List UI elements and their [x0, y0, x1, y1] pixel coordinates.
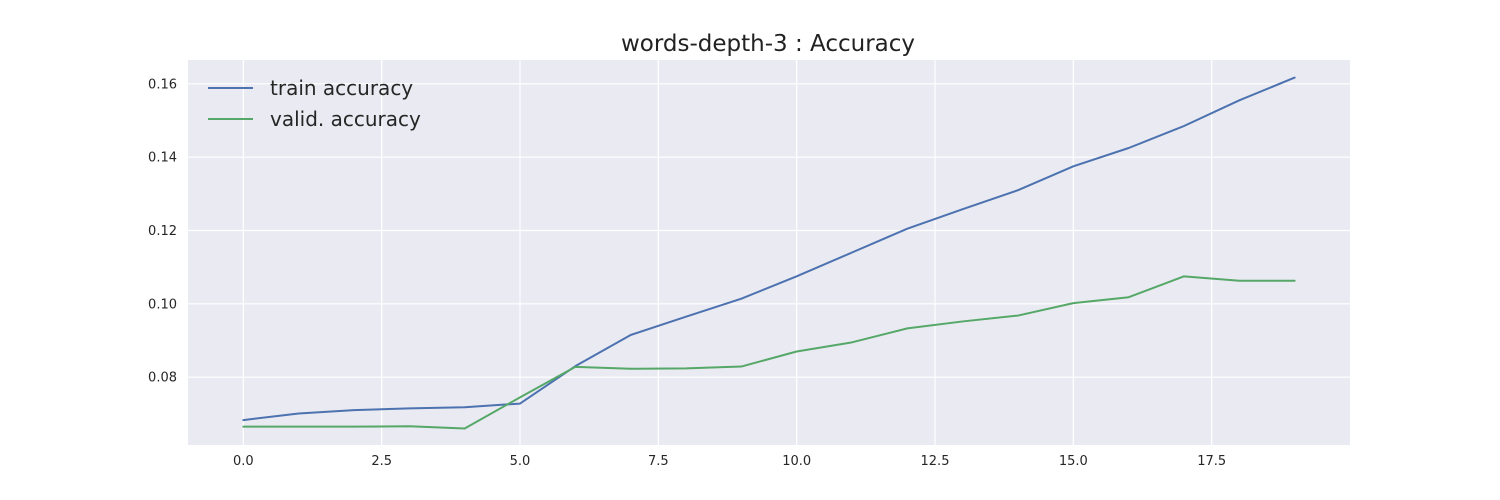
y-axis-ticks: 0.08 0.10 0.12 0.14 0.16 — [148, 77, 177, 385]
x-axis-ticks: 0.0 2.5 5.0 7.5 10.0 12.5 15.0 17.5 — [233, 454, 1226, 469]
series-line-train-accuracy — [242, 76, 1296, 422]
chart-title: words-depth-3 : Accuracy — [621, 31, 915, 57]
series-line-valid-accuracy — [242, 275, 1296, 430]
x-tick-label: 12.5 — [921, 454, 950, 469]
y-tick-label: 0.14 — [148, 151, 177, 166]
x-tick-label: 17.5 — [1197, 454, 1226, 469]
x-tick-label: 10.0 — [782, 454, 811, 469]
legend-label: valid. accuracy — [270, 107, 421, 131]
legend-label: train accuracy — [270, 76, 413, 100]
legend: train accuracy valid. accuracy — [208, 76, 421, 131]
grid — [188, 60, 1350, 445]
y-tick-label: 0.10 — [148, 297, 177, 312]
x-tick-label: 0.0 — [233, 454, 254, 469]
x-tick-label: 5.0 — [510, 454, 531, 469]
y-tick-label: 0.08 — [148, 371, 177, 386]
x-tick-label: 2.5 — [371, 454, 392, 469]
x-tick-label: 7.5 — [648, 454, 669, 469]
y-tick-label: 0.16 — [148, 77, 177, 92]
x-tick-label: 15.0 — [1059, 454, 1088, 469]
y-tick-label: 0.12 — [148, 224, 177, 239]
series-lines — [242, 76, 1296, 430]
